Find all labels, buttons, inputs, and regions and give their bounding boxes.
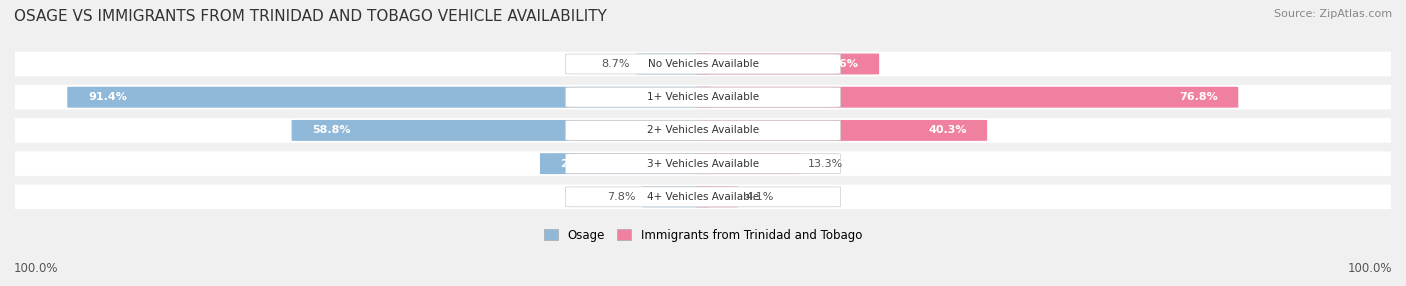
Text: 58.8%: 58.8%: [312, 126, 350, 136]
Text: 3+ Vehicles Available: 3+ Vehicles Available: [647, 159, 759, 169]
FancyBboxPatch shape: [565, 54, 841, 74]
Text: No Vehicles Available: No Vehicles Available: [648, 59, 758, 69]
FancyBboxPatch shape: [643, 186, 710, 207]
Text: OSAGE VS IMMIGRANTS FROM TRINIDAD AND TOBAGO VEHICLE AVAILABILITY: OSAGE VS IMMIGRANTS FROM TRINIDAD AND TO…: [14, 9, 607, 23]
Text: 2+ Vehicles Available: 2+ Vehicles Available: [647, 126, 759, 136]
Legend: Osage, Immigrants from Trinidad and Tobago: Osage, Immigrants from Trinidad and Toba…: [540, 224, 866, 247]
FancyBboxPatch shape: [67, 87, 710, 108]
Text: 100.0%: 100.0%: [14, 262, 59, 275]
FancyBboxPatch shape: [1, 151, 1405, 176]
FancyBboxPatch shape: [1, 184, 1405, 209]
Text: 22.7%: 22.7%: [561, 159, 599, 169]
FancyBboxPatch shape: [696, 87, 1239, 108]
FancyBboxPatch shape: [637, 53, 710, 74]
Text: 76.8%: 76.8%: [1178, 92, 1218, 102]
Text: 40.3%: 40.3%: [928, 126, 966, 136]
Text: 13.3%: 13.3%: [808, 159, 844, 169]
FancyBboxPatch shape: [540, 153, 710, 174]
FancyBboxPatch shape: [1, 85, 1405, 110]
Text: 91.4%: 91.4%: [89, 92, 127, 102]
Text: 1+ Vehicles Available: 1+ Vehicles Available: [647, 92, 759, 102]
FancyBboxPatch shape: [696, 186, 738, 207]
FancyBboxPatch shape: [1, 118, 1405, 143]
FancyBboxPatch shape: [696, 153, 801, 174]
Text: Source: ZipAtlas.com: Source: ZipAtlas.com: [1274, 9, 1392, 19]
Text: 100.0%: 100.0%: [1347, 262, 1392, 275]
FancyBboxPatch shape: [565, 187, 841, 207]
FancyBboxPatch shape: [565, 120, 841, 140]
Text: 4+ Vehicles Available: 4+ Vehicles Available: [647, 192, 759, 202]
FancyBboxPatch shape: [696, 53, 879, 74]
FancyBboxPatch shape: [291, 120, 710, 141]
FancyBboxPatch shape: [565, 87, 841, 107]
FancyBboxPatch shape: [696, 120, 987, 141]
FancyBboxPatch shape: [1, 52, 1405, 76]
Text: 8.7%: 8.7%: [600, 59, 630, 69]
Text: 7.8%: 7.8%: [607, 192, 636, 202]
FancyBboxPatch shape: [565, 154, 841, 174]
Text: 4.1%: 4.1%: [745, 192, 773, 202]
Text: 24.6%: 24.6%: [820, 59, 859, 69]
